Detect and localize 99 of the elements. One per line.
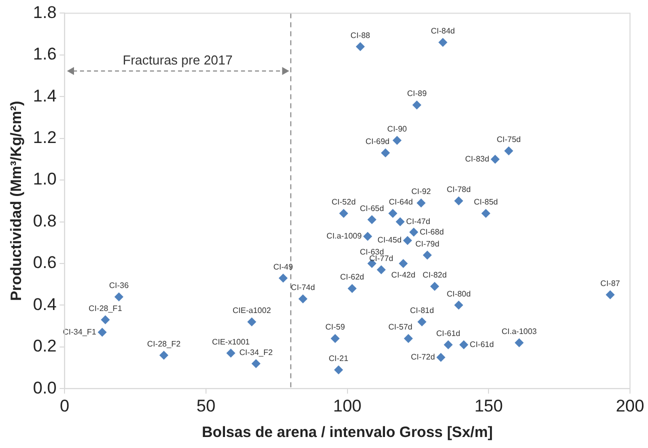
- annotation: CI-49: [273, 262, 294, 272]
- x-axis-title: Bolsas de arena / intenvalo Gross [Sx/m]: [202, 424, 493, 442]
- x-tick-label: 200: [616, 396, 644, 416]
- annotation: CI-85d: [474, 198, 498, 207]
- annotation: CI-68d: [420, 227, 444, 236]
- point: [398, 258, 408, 268]
- point: [606, 290, 615, 300]
- annotation: CI-75d: [496, 135, 521, 144]
- point: [459, 340, 468, 350]
- point: [98, 328, 107, 337]
- point: [438, 38, 448, 47]
- point: [356, 42, 365, 52]
- x-tick-label: 50: [196, 396, 216, 416]
- y-tick-label: 0.4: [32, 294, 57, 314]
- point: [514, 338, 524, 348]
- annotation: CI-47d: [406, 216, 430, 226]
- annotation: CI-83d: [465, 154, 490, 164]
- annotation: CI-90: [387, 124, 408, 134]
- annotation: CI-87: [600, 278, 621, 288]
- y-tick-label: 1.2: [32, 128, 57, 148]
- annotation: CI-52d: [332, 198, 356, 207]
- annotation: CIE-x1001: [212, 337, 250, 346]
- point: [100, 315, 110, 324]
- y-tick-label: 1.4: [32, 86, 57, 106]
- annotation: CI-89: [407, 89, 428, 98]
- point: [454, 196, 464, 206]
- annotation: CI.a-1009: [326, 232, 362, 241]
- point: [416, 198, 426, 208]
- annotation: CIE-a1002: [232, 306, 272, 316]
- annotation: CI-74d: [290, 283, 315, 292]
- annotation: CI-45d: [378, 236, 402, 245]
- annotation: CI-78d: [446, 185, 471, 194]
- x-tick-label: 100: [333, 396, 362, 416]
- annotation: CI-28_F1: [88, 304, 123, 313]
- point: [247, 317, 256, 326]
- y-tick-label: 1.0: [32, 170, 57, 189]
- point: [278, 274, 288, 283]
- point: [388, 208, 398, 218]
- point: [226, 348, 236, 358]
- point: [330, 334, 340, 344]
- point: [298, 294, 308, 304]
- annotation: CI-82d: [422, 270, 447, 280]
- annotation: CI-65d: [360, 204, 384, 213]
- point: [490, 154, 500, 164]
- point: [444, 340, 453, 350]
- point: [430, 282, 440, 291]
- annotation: CI-61d: [436, 329, 460, 338]
- point: [404, 334, 413, 344]
- annotation: CI-61d: [470, 340, 494, 350]
- point: [392, 136, 402, 145]
- annotation: CI-92: [411, 187, 432, 196]
- annotation: CI-69d: [365, 137, 390, 146]
- point: [504, 146, 514, 156]
- point: [412, 100, 422, 110]
- point: [114, 292, 124, 302]
- point: [454, 300, 464, 310]
- annotation: CI-42d: [391, 270, 416, 280]
- y-tick-label: 1.8: [32, 2, 57, 22]
- point: [436, 352, 446, 362]
- annotation: CI-34_F2: [239, 348, 274, 357]
- y-tick-label: 0.2: [32, 336, 57, 356]
- point: [409, 228, 418, 237]
- point: [348, 284, 357, 293]
- annotation: CI-21: [328, 354, 349, 364]
- point: [159, 350, 168, 360]
- annotation: CI-57d: [388, 322, 412, 332]
- y-tick-label: 0.6: [32, 253, 57, 272]
- point: [396, 217, 405, 226]
- point: [481, 208, 490, 218]
- y-tick-label: 1.6: [32, 44, 57, 64]
- point: [417, 317, 426, 326]
- annotation: CI-72d: [410, 352, 435, 362]
- point: [252, 359, 261, 368]
- point: [422, 250, 432, 260]
- point: [339, 208, 348, 218]
- annotation: CI-59: [325, 322, 346, 332]
- annotation: CI-28_F2: [147, 339, 182, 348]
- y-tick-label: 0.8: [32, 211, 57, 230]
- annotation: Fracturas pre 2017: [122, 52, 233, 68]
- annotation: CI-36: [109, 281, 130, 290]
- x-tick-label: 0: [60, 396, 70, 416]
- point: [380, 148, 390, 158]
- annotation: CI-81d: [410, 306, 434, 316]
- x-tick-label: 150: [474, 396, 503, 416]
- point: [363, 232, 372, 241]
- annotation: CI-79d: [415, 239, 440, 248]
- annotation: CI-62d: [340, 272, 364, 282]
- point: [367, 215, 376, 224]
- y-tick-label: 0.0: [32, 378, 57, 398]
- annotation: CI-88: [350, 30, 371, 40]
- y-axis-title: Productividad (Mm³/Kg/cm²): [8, 100, 26, 301]
- point: [376, 265, 386, 274]
- annotation: CI-80d: [446, 289, 471, 298]
- annotation: CI-84d: [430, 26, 455, 36]
- annotation: CI-34_F1: [62, 327, 97, 336]
- annotation: CI-64d: [388, 198, 413, 207]
- point: [403, 236, 412, 246]
- point: [334, 365, 344, 374]
- annotation: CI.a-1003: [502, 326, 538, 336]
